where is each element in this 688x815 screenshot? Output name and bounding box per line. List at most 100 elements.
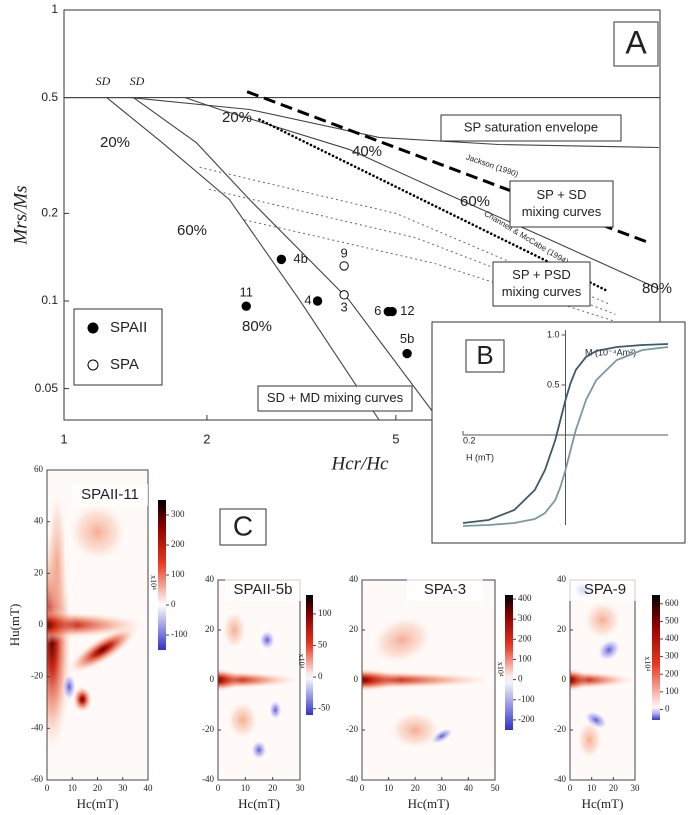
panel-label: A	[625, 24, 647, 60]
panel-label: C	[233, 510, 253, 541]
forc-feature	[597, 638, 621, 662]
panel-title: SPA-3	[424, 581, 466, 598]
legend-marker	[87, 322, 99, 334]
forc-feature	[62, 673, 77, 701]
y-tick-label: 0.5	[41, 90, 58, 104]
forc-feature	[72, 685, 93, 714]
x-tick-label: 10	[384, 783, 394, 793]
x-axis-label: Hcr/Hc	[331, 453, 390, 474]
legend-box	[73, 308, 163, 386]
x-tick-label: 10	[68, 783, 78, 793]
forc-feature	[388, 710, 442, 750]
model-curve	[64, 97, 659, 149]
forc-core	[362, 668, 402, 692]
forc-feature	[222, 610, 247, 650]
cbar-tick-label: 0	[171, 599, 176, 609]
y-tick-label: 0	[562, 674, 567, 684]
annotation-box	[509, 180, 614, 228]
y-tick-label: 20	[34, 567, 44, 577]
annotation: SD	[130, 74, 145, 88]
cbar-tick-label: 300	[518, 613, 532, 623]
colorbar	[158, 500, 166, 650]
data-point	[312, 296, 323, 306]
x-axis-label: H (mT)	[466, 452, 494, 462]
title-backing	[72, 484, 148, 506]
x-tick-label: 0	[216, 783, 221, 793]
annotation: 20%	[222, 109, 252, 126]
colorbar	[652, 595, 660, 720]
cbar-tick-label: 100	[171, 569, 185, 579]
model-curve	[185, 97, 660, 290]
y-tick-label: 0.5	[547, 379, 560, 389]
point-label: 6	[374, 303, 381, 318]
y-tick-label: 1	[51, 2, 58, 16]
y-axis-label: Hu(mT)	[7, 604, 22, 647]
x-tick-label: 40	[464, 783, 474, 793]
cbar-tick-label: 400	[518, 593, 532, 603]
cbar-tick-label: 300	[171, 509, 185, 519]
legend-marker	[87, 359, 99, 371]
annotation-box-text: SP + SD	[537, 187, 587, 202]
forc-feature	[65, 624, 140, 675]
forc-core	[570, 668, 590, 692]
panel-label-box	[219, 508, 267, 546]
cbar-tick-label: 600	[665, 598, 679, 608]
x-tick-label: 5	[392, 431, 399, 446]
legend-label: SPAII	[110, 319, 147, 336]
cbar-tick-label: 100	[518, 654, 532, 664]
x-axis-label: Hc(mT)	[408, 796, 450, 811]
y-tick-label: -60	[31, 774, 43, 784]
point-label: 4	[304, 292, 311, 307]
y-tick-label: 0.2	[41, 206, 58, 220]
forc-feature	[576, 720, 603, 760]
panel-title: SPAII-5b	[234, 581, 293, 598]
annotation-box	[257, 385, 413, 412]
x-tick-label: 0.2	[463, 435, 476, 445]
panel-title: SPAII-11	[81, 486, 139, 503]
y-tick-label: -40	[346, 774, 358, 784]
data-point	[276, 254, 287, 265]
hysteresis-branch	[462, 343, 669, 524]
y-axis-label: Mrs/Ms	[10, 185, 31, 245]
point-label: 11	[239, 285, 253, 300]
cbar-label: x10⁴	[643, 656, 652, 671]
point-label: 5b	[400, 331, 414, 346]
cbar-tick-label: 400	[665, 633, 679, 643]
forc-feature	[47, 485, 68, 641]
forc-core	[47, 606, 78, 644]
title-backing	[407, 579, 483, 601]
plot-frame	[63, 9, 661, 421]
cbar-tick-label: 200	[665, 668, 679, 678]
x-tick-label: 2	[203, 431, 210, 446]
annotation-box-text: SD + MD mixing curves	[267, 390, 404, 405]
panel-label-box	[613, 21, 659, 67]
model-curve	[133, 97, 440, 421]
x-tick-label: 0	[360, 783, 365, 793]
x-tick-label: 0	[568, 783, 573, 793]
y-tick-label: 40	[34, 516, 44, 526]
forc-core	[218, 668, 243, 692]
forc-feature	[369, 614, 435, 666]
y-tick-label: 40	[205, 574, 215, 584]
panel-label: B	[476, 340, 493, 370]
cbar-tick-label: 200	[171, 539, 185, 549]
forc-field	[218, 580, 300, 780]
data-point	[339, 261, 349, 271]
forc-feature	[259, 630, 276, 650]
cbar-tick-label: 500	[665, 615, 679, 625]
annotation-box-text: mixing curves	[502, 284, 582, 299]
cbar-tick-label: 200	[518, 633, 532, 643]
cbar-tick-label: 0	[518, 674, 523, 684]
annotation-box	[492, 261, 591, 307]
y-tick-label: -20	[31, 671, 43, 681]
y-tick-label: -20	[554, 724, 566, 734]
annotation: 40%	[352, 143, 382, 160]
hysteresis-branch	[462, 346, 669, 527]
annotation: SD	[96, 74, 111, 88]
point-label: 3	[340, 299, 347, 314]
x-axis-label: Hc(mT)	[582, 796, 624, 811]
cbar-tick-label: 100	[318, 608, 332, 618]
forc-feature	[583, 600, 622, 640]
y-tick-label: 60	[34, 464, 44, 474]
data-point	[402, 348, 412, 359]
